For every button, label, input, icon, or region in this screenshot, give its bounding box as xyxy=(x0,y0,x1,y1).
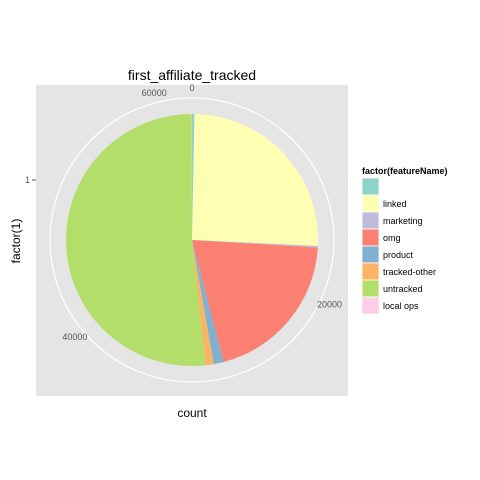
radial-tick-label: 0 xyxy=(189,83,194,93)
pie-slice-linked xyxy=(192,114,319,247)
legend-key xyxy=(361,228,380,247)
legend-key xyxy=(361,211,380,230)
y-tick-label: 1 xyxy=(25,175,30,185)
radial-tick-label: 40000 xyxy=(62,332,87,342)
chart-title: first_affiliate_tracked xyxy=(128,67,256,83)
legend-key xyxy=(361,296,380,315)
legend-label: untracked xyxy=(383,284,423,294)
pie-slice-tracked-other xyxy=(192,240,214,366)
grid-layer xyxy=(49,97,335,383)
pie-slice-omg xyxy=(192,240,318,362)
pie-slice-untracked xyxy=(65,114,206,367)
pie-slice-product xyxy=(192,240,224,365)
legend: factor(featureName) linked marketing omg pr… xyxy=(361,166,448,315)
y-axis-label: factor(1) xyxy=(9,219,23,264)
radial-tick-label: 20000 xyxy=(317,300,342,310)
radial-tick-label: 60000 xyxy=(142,88,167,98)
radial-grid-circle xyxy=(49,97,335,383)
legend-key xyxy=(361,245,380,264)
legend-label: marketing xyxy=(383,216,423,226)
legend-key xyxy=(361,177,380,196)
legend-key xyxy=(361,279,380,298)
legend-label: tracked-other xyxy=(383,267,436,277)
legend-key xyxy=(361,262,380,281)
legend-key xyxy=(361,194,380,213)
pie-slice-marketing xyxy=(192,240,318,248)
slice-layer xyxy=(65,114,319,367)
legend-label: product xyxy=(383,250,414,260)
legend-title: factor(featureName) xyxy=(362,166,448,176)
legend-label: omg xyxy=(383,233,401,243)
x-axis-label: count xyxy=(177,406,207,420)
pie-slice-blank xyxy=(192,114,195,240)
tick-layer: 0 20000 40000 60000 xyxy=(62,83,342,342)
legend-label: local ops xyxy=(383,301,419,311)
legend-label: linked xyxy=(383,199,407,209)
